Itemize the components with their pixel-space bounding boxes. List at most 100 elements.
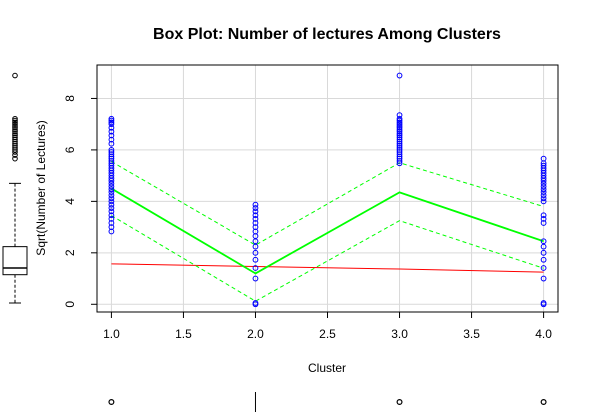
outlier-point <box>12 121 18 127</box>
outlier-point <box>12 152 18 158</box>
green-lines-layer <box>110 161 544 302</box>
data-point <box>252 201 259 208</box>
x-axis-label: Cluster <box>308 361 346 375</box>
outlier-point <box>12 130 18 137</box>
data-point <box>108 205 115 211</box>
outlier-point <box>396 399 403 406</box>
data-point <box>252 205 259 211</box>
outlier-point <box>12 119 18 126</box>
data-point <box>540 186 547 193</box>
y-tick-label: 4 <box>63 198 77 205</box>
y-marginal-boxplot <box>2 72 28 304</box>
data-point <box>252 265 259 271</box>
data-point <box>252 224 259 230</box>
data-point <box>108 121 115 128</box>
grid <box>97 65 558 312</box>
x-tick-label: 1.5 <box>175 327 192 341</box>
data-point <box>252 275 259 282</box>
data-point <box>396 123 403 129</box>
green-band-line <box>111 215 544 302</box>
data-point <box>252 215 259 222</box>
data-point <box>540 212 547 219</box>
outlier-point <box>12 123 18 129</box>
data-point <box>396 117 403 124</box>
outlier-point <box>12 134 18 141</box>
data-point <box>108 136 115 143</box>
data-point <box>396 136 403 143</box>
data-point <box>108 220 115 226</box>
y-axis-label: Sqrt(Number of Lectures) <box>34 120 48 255</box>
data-point <box>396 128 403 135</box>
data-point <box>396 147 403 153</box>
data-point <box>396 115 403 122</box>
outlier-point <box>12 128 18 135</box>
data-point <box>540 243 547 250</box>
data-point <box>540 155 547 162</box>
data-points <box>108 72 547 308</box>
data-point <box>108 224 115 230</box>
data-point <box>396 142 403 149</box>
x-marginal-boxplot <box>108 392 547 412</box>
data-point <box>108 208 115 215</box>
data-point <box>396 126 403 133</box>
chart-title: Box Plot: Number of lectures Among Clust… <box>153 26 501 43</box>
data-point <box>108 119 115 126</box>
data-point <box>108 189 115 196</box>
data-point <box>540 162 547 169</box>
data-point <box>108 128 115 135</box>
data-point <box>108 140 115 147</box>
data-point <box>108 198 115 205</box>
outlier-point <box>12 124 18 131</box>
data-point <box>396 138 403 145</box>
outlier-point <box>12 115 18 122</box>
y-tick-label: 2 <box>63 249 77 256</box>
data-point <box>540 195 547 202</box>
data-point <box>108 115 115 122</box>
data-point <box>252 249 259 256</box>
data-point <box>396 130 403 137</box>
data-point <box>396 112 403 119</box>
data-point <box>108 192 115 199</box>
data-point <box>396 132 403 139</box>
data-point <box>396 124 403 131</box>
data-point <box>108 117 115 124</box>
data-point <box>396 134 403 141</box>
x-tick-label: 3.5 <box>463 327 480 341</box>
data-point <box>540 265 547 271</box>
data-point <box>540 220 547 226</box>
outlier-point <box>12 72 18 79</box>
data-point <box>540 192 547 199</box>
data-point <box>252 220 259 226</box>
data-point <box>108 132 115 139</box>
data-point <box>108 195 115 202</box>
x-tick-label: 2.0 <box>247 327 264 341</box>
data-point <box>396 149 403 155</box>
y-tick-label: 8 <box>63 95 77 102</box>
data-point <box>108 212 115 219</box>
y-tick-label: 6 <box>63 146 77 153</box>
data-point <box>252 300 259 306</box>
data-point <box>252 243 259 250</box>
red-trend-line-layer <box>111 263 544 273</box>
red-trend-line <box>111 263 544 273</box>
data-point <box>252 212 259 219</box>
data-point <box>396 121 403 128</box>
outlier-point <box>12 132 18 139</box>
data-point <box>108 180 115 187</box>
data-point <box>540 256 547 263</box>
green-mean-line <box>110 187 544 275</box>
data-point <box>252 256 259 263</box>
data-point <box>108 147 115 153</box>
green-band-line <box>111 161 544 246</box>
data-point <box>396 140 403 147</box>
box <box>2 246 28 276</box>
data-point <box>108 149 115 155</box>
x-tick-label: 1.0 <box>103 327 120 341</box>
outlier-point <box>12 155 18 162</box>
y-tick-label: 0 <box>63 301 77 308</box>
data-point <box>540 249 547 256</box>
x-tick-label: 3.0 <box>391 327 408 341</box>
outlier-point <box>540 399 547 406</box>
outlier-point <box>12 117 18 124</box>
